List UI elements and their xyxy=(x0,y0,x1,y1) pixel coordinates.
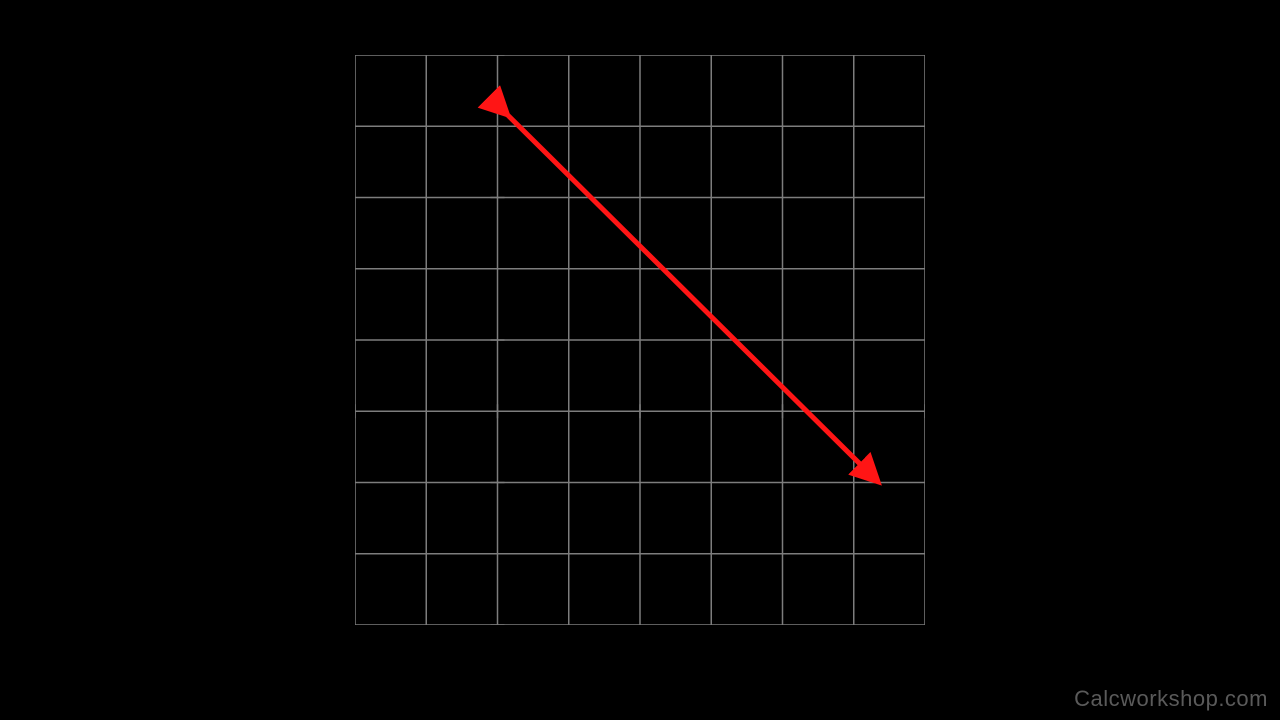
slope-line xyxy=(505,112,876,479)
chart-svg xyxy=(355,55,925,625)
stage: Calcworkshop.com xyxy=(0,0,1280,720)
watermark-text: Calcworkshop.com xyxy=(1074,686,1268,712)
coordinate-grid-chart xyxy=(355,55,925,625)
